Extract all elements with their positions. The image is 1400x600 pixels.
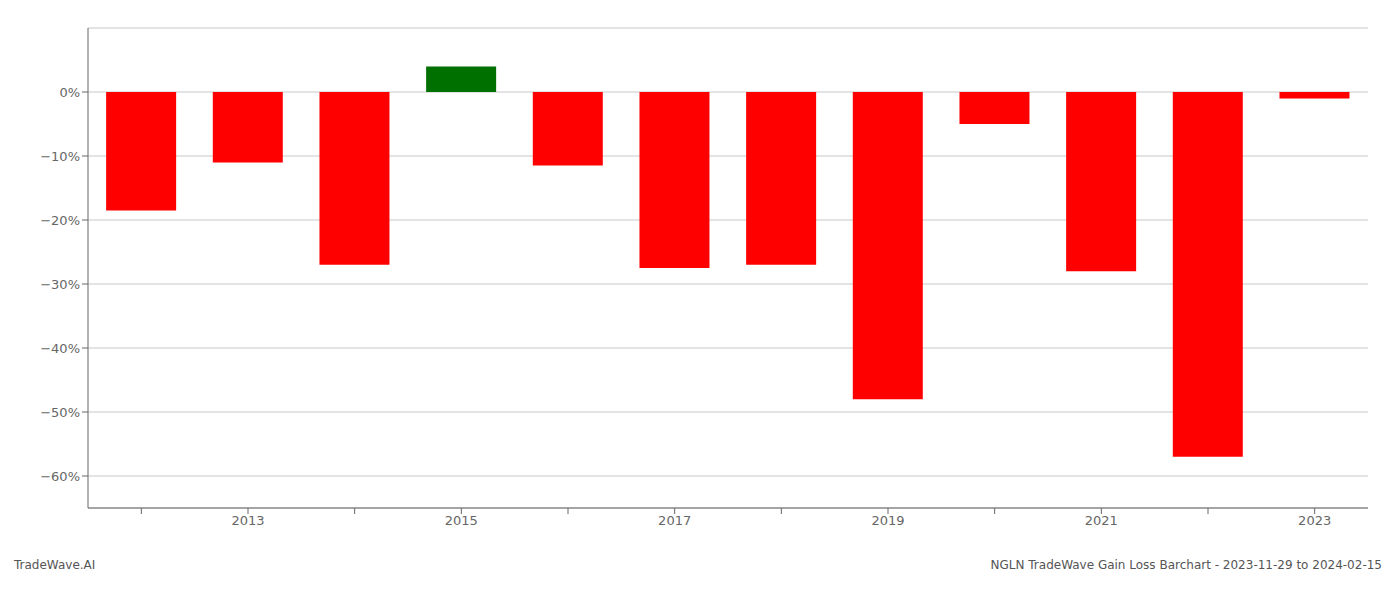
svg-text:−60%: −60%: [40, 469, 80, 484]
html-text:NGLN TradeWave Gain Loss Barch: NGLN TradeWave Gain Loss Barchart - 2023…: [990, 558, 1382, 572]
svg-text:2017: 2017: [658, 513, 691, 528]
svg-text:2019: 2019: [871, 513, 904, 528]
svg-text:−40%: −40%: [40, 341, 80, 356]
svg-text:−20%: −20%: [40, 213, 80, 228]
svg-text:2013: 2013: [231, 513, 264, 528]
svg-text:0%: 0%: [59, 85, 80, 100]
svg-text:−30%: −30%: [40, 277, 80, 292]
svg-text:2015: 2015: [445, 513, 478, 528]
svg-text:−10%: −10%: [40, 149, 80, 164]
svg-text:2023: 2023: [1298, 513, 1331, 528]
svg-text:2021: 2021: [1085, 513, 1118, 528]
html-text:TradeWave.AI: TradeWave.AI: [14, 558, 96, 572]
svg-text:−50%: −50%: [40, 405, 80, 420]
